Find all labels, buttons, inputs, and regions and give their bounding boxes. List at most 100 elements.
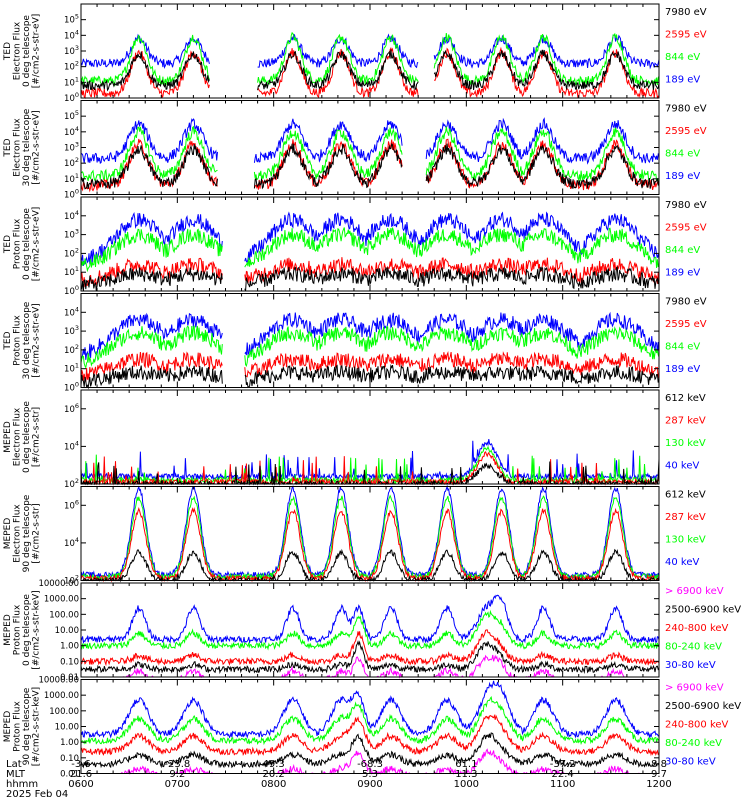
- series-line: [80, 494, 660, 582]
- series-line: [80, 629, 660, 667]
- y-tick-label: 1.00: [60, 642, 79, 652]
- legend-entry: 240-800 keV: [665, 720, 729, 731]
- footer-tick-label: 0700: [165, 779, 190, 790]
- y-tick-label: 10.00: [55, 723, 79, 733]
- legend-entry: 130 keV: [665, 438, 706, 449]
- y-axis-label-line: [#/cm2-s-str-eV]: [32, 14, 42, 89]
- footer-tick-label: 21.6: [70, 769, 92, 780]
- footer-tick-label: 1000: [454, 779, 479, 790]
- footer-hhmm-label: hhmm: [6, 779, 38, 790]
- legend-entry: 612 keV: [665, 393, 706, 404]
- y-tick-label: 100.00: [49, 707, 79, 717]
- y-tick-label: 0.10: [60, 657, 79, 667]
- y-tick-label: 104: [64, 125, 79, 138]
- y-axis-label: TED Electron Flux 30 deg telescope [#/cm2-s…: [3, 108, 42, 186]
- panel-frame: [80, 582, 660, 678]
- series-line: [80, 266, 660, 292]
- y-tick-label: 10000.00: [38, 579, 79, 589]
- series-line: [80, 31, 660, 87]
- y-axis-label-line: Electron Flux: [13, 21, 23, 80]
- series-trace-blue: [80, 33, 660, 70]
- y-tick-label: 104: [64, 439, 79, 452]
- y-tick-label: 106: [64, 402, 79, 415]
- y-tick-label: 100: [64, 91, 79, 104]
- y-axis-label-line: 30 deg telescope: [22, 108, 32, 186]
- footer-tick-label: 0600: [68, 779, 93, 790]
- series-trace-black: [80, 143, 660, 190]
- footer-date-label: 2025 Feb 04: [6, 789, 68, 800]
- series-trace-red: [80, 506, 660, 583]
- footer-tick-label: 8.8: [651, 759, 667, 770]
- series-trace-green: [80, 494, 660, 582]
- y-axis-label: TED Proton Flux 30 deg telescope [#/cm2-s-s…: [3, 301, 42, 379]
- y-tick-label: 102: [64, 477, 79, 490]
- series-trace-black: [80, 732, 660, 769]
- flux-panel-3: 100 101 102 103 104 TED Proton Flux 0 deg teles…: [3, 196, 707, 297]
- legend-entry: 189 eV: [665, 75, 700, 86]
- series-trace-blue: [80, 680, 660, 739]
- legend-entry: 2500-6900 keV: [665, 605, 741, 616]
- y-axis-label-line: 0 deg telescope: [22, 15, 32, 87]
- y-axis-label-line: MEPED: [3, 614, 13, 646]
- footer-tick-label: 0900: [357, 779, 382, 790]
- y-tick-label: 102: [64, 156, 79, 169]
- flux-panel-4: 100 101 102 103 104 TED Proton Flux 30 deg tele…: [3, 293, 707, 394]
- series-line: [80, 609, 660, 651]
- y-axis-label-line: TED: [3, 138, 13, 157]
- y-axis-label-line: 90 deg telescope: [22, 687, 32, 765]
- series-line: [80, 227, 660, 273]
- y-tick-label: 103: [64, 228, 79, 241]
- flux-panel-1: 100 101 102 103 104 105 TED Electron Flux 0 deg …: [3, 3, 707, 104]
- series-line: [80, 311, 660, 360]
- panel-frame: [80, 486, 660, 581]
- y-axis-label-line: [#/cm2-s-str-eV]: [32, 110, 42, 185]
- footer-tick-label: -37.2: [550, 759, 576, 770]
- y-axis-label-line: [#/cm2-s-str-keV]: [32, 687, 42, 766]
- legend-entry: 844 eV: [665, 245, 700, 256]
- y-axis-label: MEPED Electron Flux 90 deg telescope [#/cm2…: [3, 494, 42, 572]
- footer-tick-label: 9.7: [651, 769, 667, 780]
- legend-entry: 130 keV: [665, 535, 706, 546]
- y-tick-label: 10000.00: [38, 676, 79, 686]
- y-tick-label: 104: [64, 305, 79, 318]
- legend-entry: 2595 eV: [665, 30, 707, 41]
- series-trace-black: [80, 640, 660, 675]
- series-trace-blue: [80, 311, 660, 360]
- y-axis-label-line: Proton Flux: [13, 604, 23, 655]
- y-axis-label: MEPED Proton Flux 90 deg telescope [#/cm2-s…: [3, 687, 42, 766]
- footer-tick-label: -23.8: [164, 759, 190, 770]
- legend-entry: > 6900 keV: [665, 586, 724, 597]
- y-axis-label-line: MEPED: [3, 518, 13, 550]
- legend-entry: 2595 eV: [665, 319, 707, 330]
- series-line: [80, 325, 660, 369]
- series-line: [80, 125, 660, 182]
- series-trace-red: [80, 350, 660, 382]
- y-tick-label: 102: [64, 343, 79, 356]
- y-axis-label: TED Electron Flux 0 deg telescope [#/cm2-s-…: [3, 14, 42, 89]
- y-tick-label: 105: [64, 13, 79, 26]
- footer-tick-label: 1100: [550, 779, 575, 790]
- footer-lat-label: Lat: [6, 759, 22, 770]
- legend-entry: 2500-6900 keV: [665, 701, 741, 712]
- y-axis-label-line: Electron Flux: [13, 407, 23, 466]
- flux-panel-7: 0.010.101.0010.00100.001000.0010000.00ME…: [3, 579, 741, 683]
- legend-entry: 287 keV: [665, 512, 706, 523]
- legend-entry: 30-80 keV: [665, 660, 716, 671]
- y-tick-label: 104: [64, 536, 79, 549]
- series-trace-green: [80, 227, 660, 273]
- legend-entry: 80-240 keV: [665, 738, 722, 749]
- y-axis-label-line: 30 deg telescope: [22, 301, 32, 379]
- series-line: [80, 46, 660, 100]
- footer-tick-label: 11.3: [455, 769, 477, 780]
- flux-panel-2: 100 101 102 103 104 105 TED Electron Flux 30 deg…: [3, 100, 707, 201]
- footer-tick-label: 1200: [646, 779, 671, 790]
- series-trace-red: [80, 46, 660, 100]
- y-tick-label: 1000.00: [44, 595, 79, 605]
- series-trace-black: [80, 364, 660, 390]
- y-tick-label: 1.00: [60, 738, 79, 748]
- y-axis-label: MEPED Electron Flux 0 deg telescope [#/cm2-…: [3, 401, 42, 473]
- y-tick-label: 105: [64, 109, 79, 122]
- legend-entry: 40 keV: [665, 461, 699, 472]
